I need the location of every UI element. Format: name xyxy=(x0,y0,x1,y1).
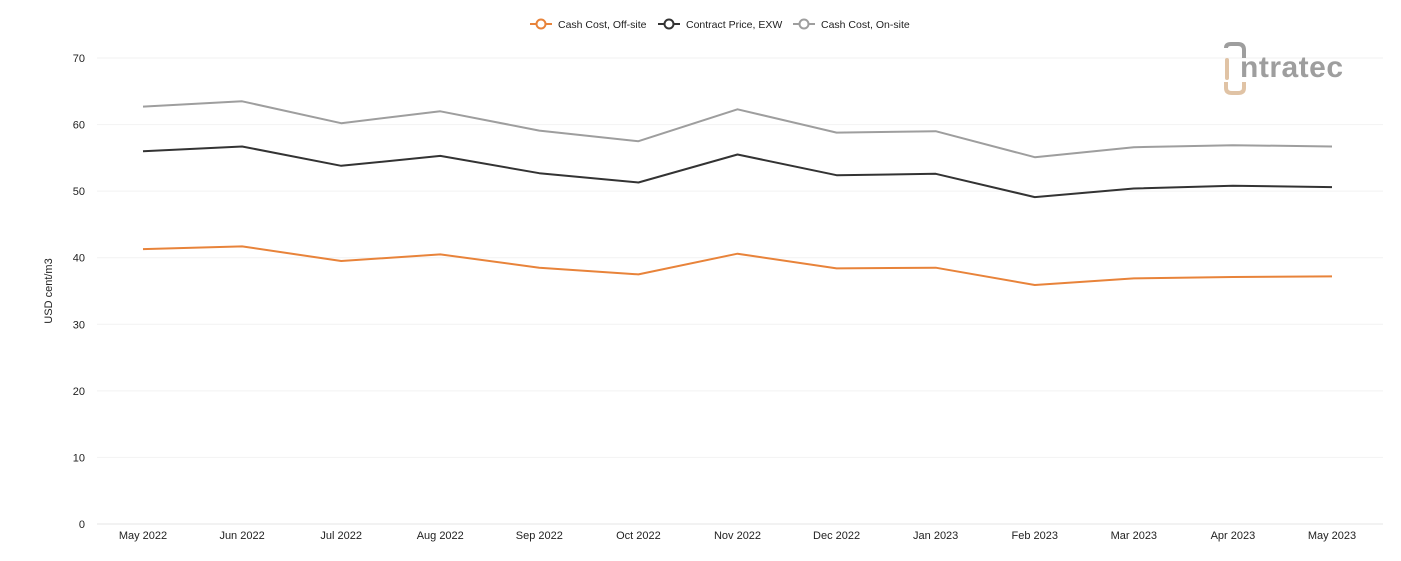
legend-item: Contract Price, EXW xyxy=(658,18,782,31)
series-line-0 xyxy=(142,245,1333,286)
x-tick-label: Mar 2023 xyxy=(1111,530,1157,542)
x-tick-label: Sep 2022 xyxy=(516,530,563,542)
y-tick-label: 30 xyxy=(73,319,85,331)
x-tick-label: Dec 2022 xyxy=(813,530,860,542)
intratec-logo: ntratec xyxy=(1224,42,1344,95)
legend-label: Cash Cost, On-site xyxy=(821,19,910,31)
y-axis-ticks: 0 10 20 30 40 50 60 70 xyxy=(73,53,85,531)
legend: Cash Cost, Off-site Contract Price, EXW Ca… xyxy=(530,18,910,31)
x-tick-label: Oct 2022 xyxy=(616,530,661,542)
legend-marker xyxy=(535,18,547,30)
x-tick-label: May 2023 xyxy=(1308,530,1356,542)
y-tick-label: 60 xyxy=(73,120,85,132)
gridlines xyxy=(97,57,1383,525)
series-line-1 xyxy=(142,145,1333,199)
legend-label: Contract Price, EXW xyxy=(686,19,782,31)
y-tick-label: 70 xyxy=(73,53,85,65)
x-tick-label: Jun 2022 xyxy=(219,530,264,542)
legend-marker xyxy=(798,18,810,30)
legend-item: Cash Cost, Off-site xyxy=(530,18,647,31)
legend-item: Cash Cost, On-site xyxy=(793,18,910,31)
x-tick-label: Aug 2022 xyxy=(417,530,464,542)
x-tick-label: Jan 2023 xyxy=(913,530,958,542)
y-tick-label: 10 xyxy=(73,452,85,464)
y-tick-label: 50 xyxy=(73,186,85,198)
legend-label: Cash Cost, Off-site xyxy=(558,19,647,31)
y-tick-label: 20 xyxy=(73,386,85,398)
x-tick-label: Feb 2023 xyxy=(1012,530,1058,542)
x-tick-label: May 2022 xyxy=(119,530,167,542)
legend-marker xyxy=(663,18,675,30)
series-lines xyxy=(142,100,1333,286)
x-tick-label: Jul 2022 xyxy=(320,530,362,542)
x-tick-label: Apr 2023 xyxy=(1211,530,1256,542)
y-axis-label: USD cent/m3 xyxy=(43,258,55,323)
series-line-2 xyxy=(142,100,1333,159)
logo-text: ntratec xyxy=(1240,51,1344,84)
x-axis-ticks: May 2022 Jun 2022 Jul 2022 Aug 2022 Sep 2022… xyxy=(119,530,1356,542)
x-tick-label: Nov 2022 xyxy=(714,530,761,542)
y-tick-label: 40 xyxy=(73,253,85,265)
y-tick-label: 0 xyxy=(79,519,85,531)
